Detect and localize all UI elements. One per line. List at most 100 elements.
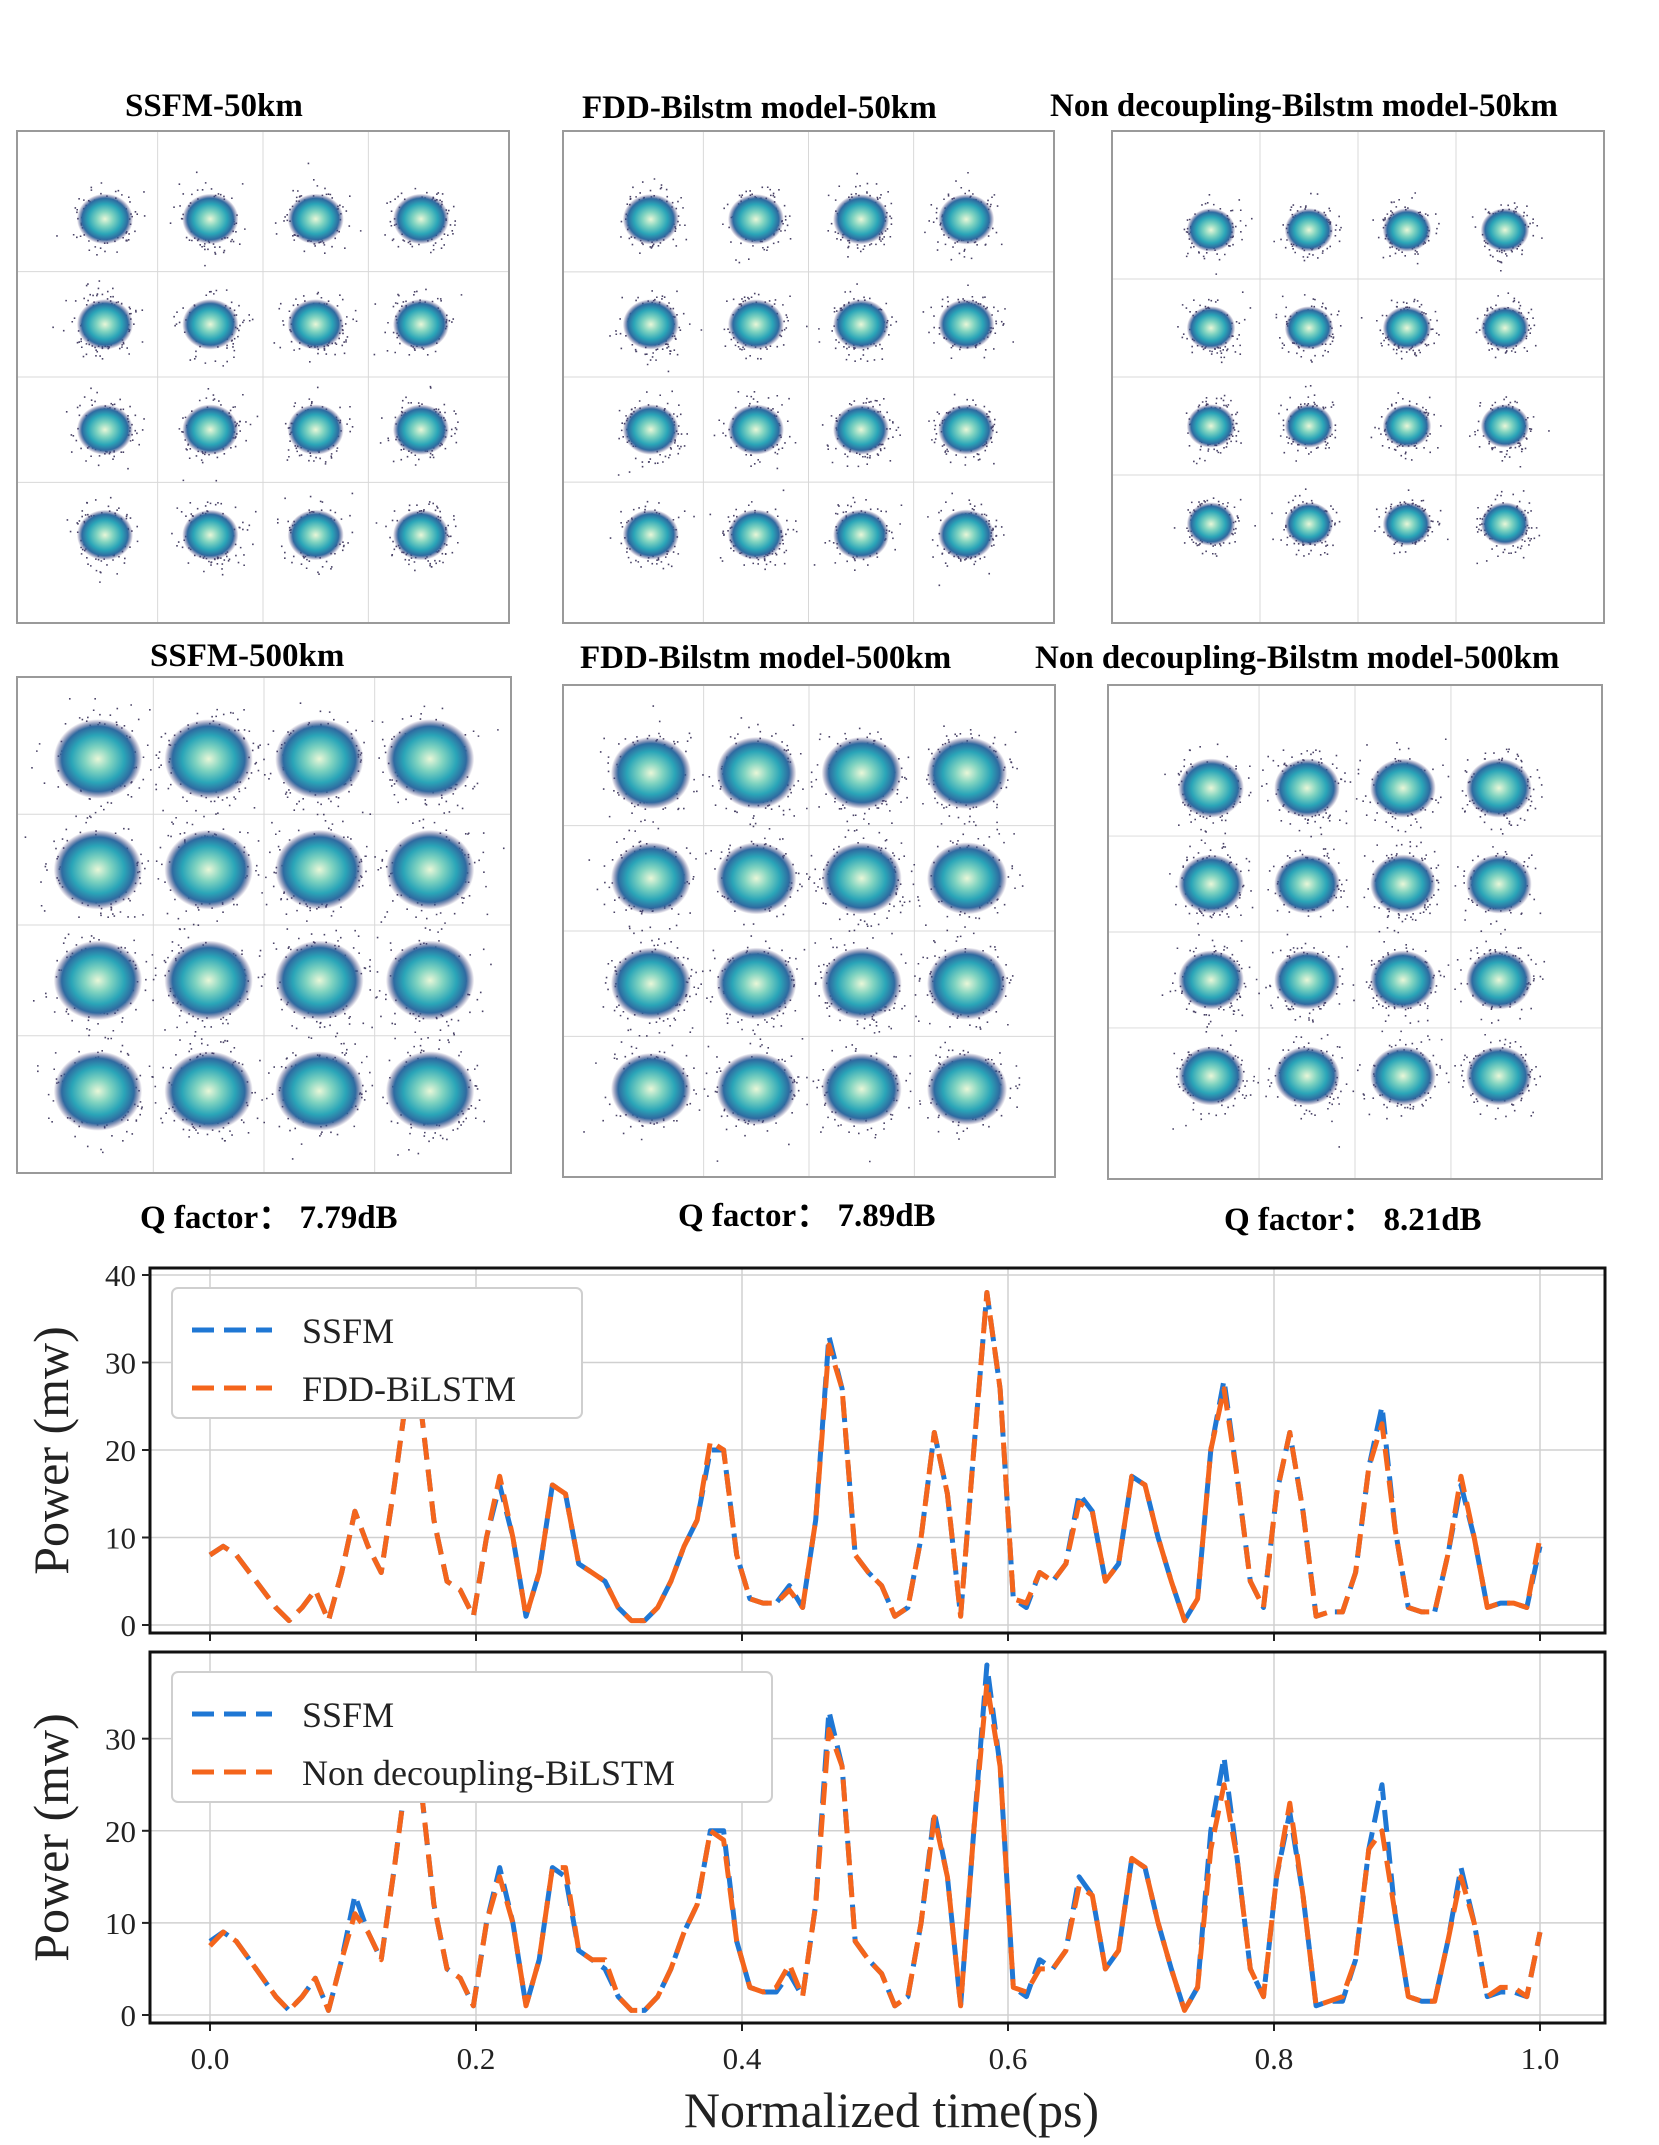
constellation-point-1 <box>727 194 784 245</box>
constellation-point-5 <box>1284 306 1334 350</box>
constellation-title-fdd-500km: FDD-Bilstm model-500km <box>580 640 952 676</box>
constellation-point-9 <box>716 947 797 1020</box>
constellation-point-0 <box>1186 208 1236 252</box>
constellation-grid <box>18 678 510 1172</box>
constellation-title-nondecoupling-50km: Non decoupling-Bilstm model-50km <box>1050 88 1558 124</box>
line-chart-0: 0 10 20 30 40 Power (mw) SSFM FDD-BiLSTM <box>23 1258 1607 1643</box>
constellation-point-2 <box>833 194 890 245</box>
y-tick-label: 10 <box>105 1906 136 1941</box>
constellation-point-13 <box>1274 1046 1340 1106</box>
constellation-point-4 <box>610 842 692 915</box>
constellation-grid <box>564 132 1053 622</box>
constellation-point-7 <box>385 829 475 910</box>
constellation-point-3 <box>938 194 995 245</box>
constellation-point-3 <box>926 736 1008 810</box>
constellation-point-11 <box>1466 950 1532 1010</box>
constellation-point-6 <box>275 829 364 910</box>
constellation-point-12 <box>622 509 679 560</box>
constellation-point-0 <box>1178 758 1244 818</box>
constellation-point-13 <box>716 1052 797 1126</box>
constellation-point-2 <box>821 736 902 810</box>
q-factor-fdd: Q factor： 7.89dB <box>678 1198 936 1234</box>
legend-box <box>171 1671 773 1803</box>
constellation-point-9 <box>182 404 239 455</box>
legend-label: Non decoupling-BiLSTM <box>302 1753 675 1793</box>
constellation-title-fdd-50km: FDD-Bilstm model-50km <box>582 90 937 126</box>
constellation-panel-fdd-500km <box>562 684 1056 1178</box>
constellation-point-5 <box>182 299 239 350</box>
constellation-panel-nondecoupling-500km <box>1107 684 1603 1180</box>
x-tick-label: 1.0 <box>1521 2041 1560 2076</box>
constellation-point-10 <box>275 940 364 1021</box>
legend: SSFM FDD-BiLSTM <box>171 1287 583 1419</box>
constellation-point-0 <box>622 194 679 245</box>
constellation-point-11 <box>1480 404 1530 448</box>
constellation-grid <box>18 132 508 622</box>
constellation-point-9 <box>1274 950 1340 1010</box>
constellation-point-1 <box>164 719 253 799</box>
constellation-point-5 <box>1274 854 1340 914</box>
constellation-point-8 <box>622 404 679 455</box>
y-axis-label: Power (mw) <box>23 1326 79 1575</box>
x-axis-label: Normalized time(ps) <box>684 2082 1099 2138</box>
constellation-point-14 <box>821 1052 902 1126</box>
constellation-point-12 <box>610 1052 692 1126</box>
constellation-point-15 <box>393 509 450 561</box>
constellation-point-8 <box>1178 950 1244 1010</box>
constellation-point-6 <box>1382 306 1432 350</box>
legend: SSFM Non decoupling-BiLSTM <box>171 1671 773 1803</box>
constellation-point-7 <box>1480 306 1530 350</box>
x-tick-label: 0.0 <box>191 2041 230 2076</box>
y-tick-label: 20 <box>105 1814 136 1849</box>
constellation-point-1 <box>1284 208 1334 252</box>
plot-frame <box>148 1650 1607 2025</box>
constellation-point-4 <box>53 829 143 910</box>
y-tick-label: 0 <box>121 1608 137 1643</box>
constellation-point-13 <box>164 1051 253 1131</box>
y-tick-label: 0 <box>121 1998 137 2033</box>
constellation-point-9 <box>727 404 784 455</box>
constellation-panel-ssfm-500km <box>16 676 512 1174</box>
y-tick-label: 20 <box>105 1433 136 1468</box>
constellation-point-8 <box>610 947 692 1020</box>
constellation-point-12 <box>76 509 133 561</box>
x-tick-label: 0.8 <box>1255 2041 1294 2076</box>
y-tick-label: 30 <box>105 1346 136 1381</box>
constellation-point-2 <box>275 719 364 799</box>
constellation-point-15 <box>1480 502 1530 546</box>
series-line-non-decoupling-bilstm <box>208 1680 1543 2013</box>
constellation-point-13 <box>1284 502 1334 546</box>
constellation-point-14 <box>1370 1046 1436 1106</box>
constellation-point-8 <box>53 940 143 1021</box>
x-tick-label: 0.2 <box>457 2041 496 2076</box>
constellation-point-13 <box>182 509 239 561</box>
constellation-panel-ssfm-50km <box>16 130 510 624</box>
constellation-point-7 <box>938 299 995 350</box>
constellation-grid <box>564 686 1054 1176</box>
constellation-point-8 <box>1186 404 1236 448</box>
constellation-point-11 <box>938 404 995 455</box>
y-tick-label: 10 <box>105 1521 136 1556</box>
constellation-point-6 <box>833 299 890 350</box>
constellation-point-4 <box>1178 854 1244 914</box>
constellation-title-ssfm-500km: SSFM-500km <box>150 638 345 674</box>
legend-label: SSFM <box>302 1695 394 1735</box>
constellation-point-15 <box>385 1051 475 1131</box>
constellation-point-9 <box>1284 404 1334 448</box>
constellation-point-11 <box>385 940 475 1021</box>
constellation-grid <box>1113 132 1603 622</box>
line-chart-1: 0 10 20 30 Power (mw) SSFM Non decoupling-BiLS… <box>23 1650 1607 2138</box>
constellation-point-6 <box>287 299 344 350</box>
constellation-point-10 <box>1382 404 1432 448</box>
constellation-point-14 <box>1382 502 1432 546</box>
constellation-point-5 <box>727 299 784 350</box>
constellation-point-15 <box>926 1052 1008 1126</box>
constellation-point-5 <box>164 829 253 910</box>
constellation-point-2 <box>287 193 344 245</box>
constellation-point-10 <box>287 404 344 455</box>
constellation-point-0 <box>610 736 692 810</box>
constellation-point-7 <box>1466 854 1532 914</box>
constellation-point-15 <box>1466 1046 1532 1106</box>
constellation-point-1 <box>182 193 239 245</box>
constellation-point-4 <box>622 299 679 350</box>
